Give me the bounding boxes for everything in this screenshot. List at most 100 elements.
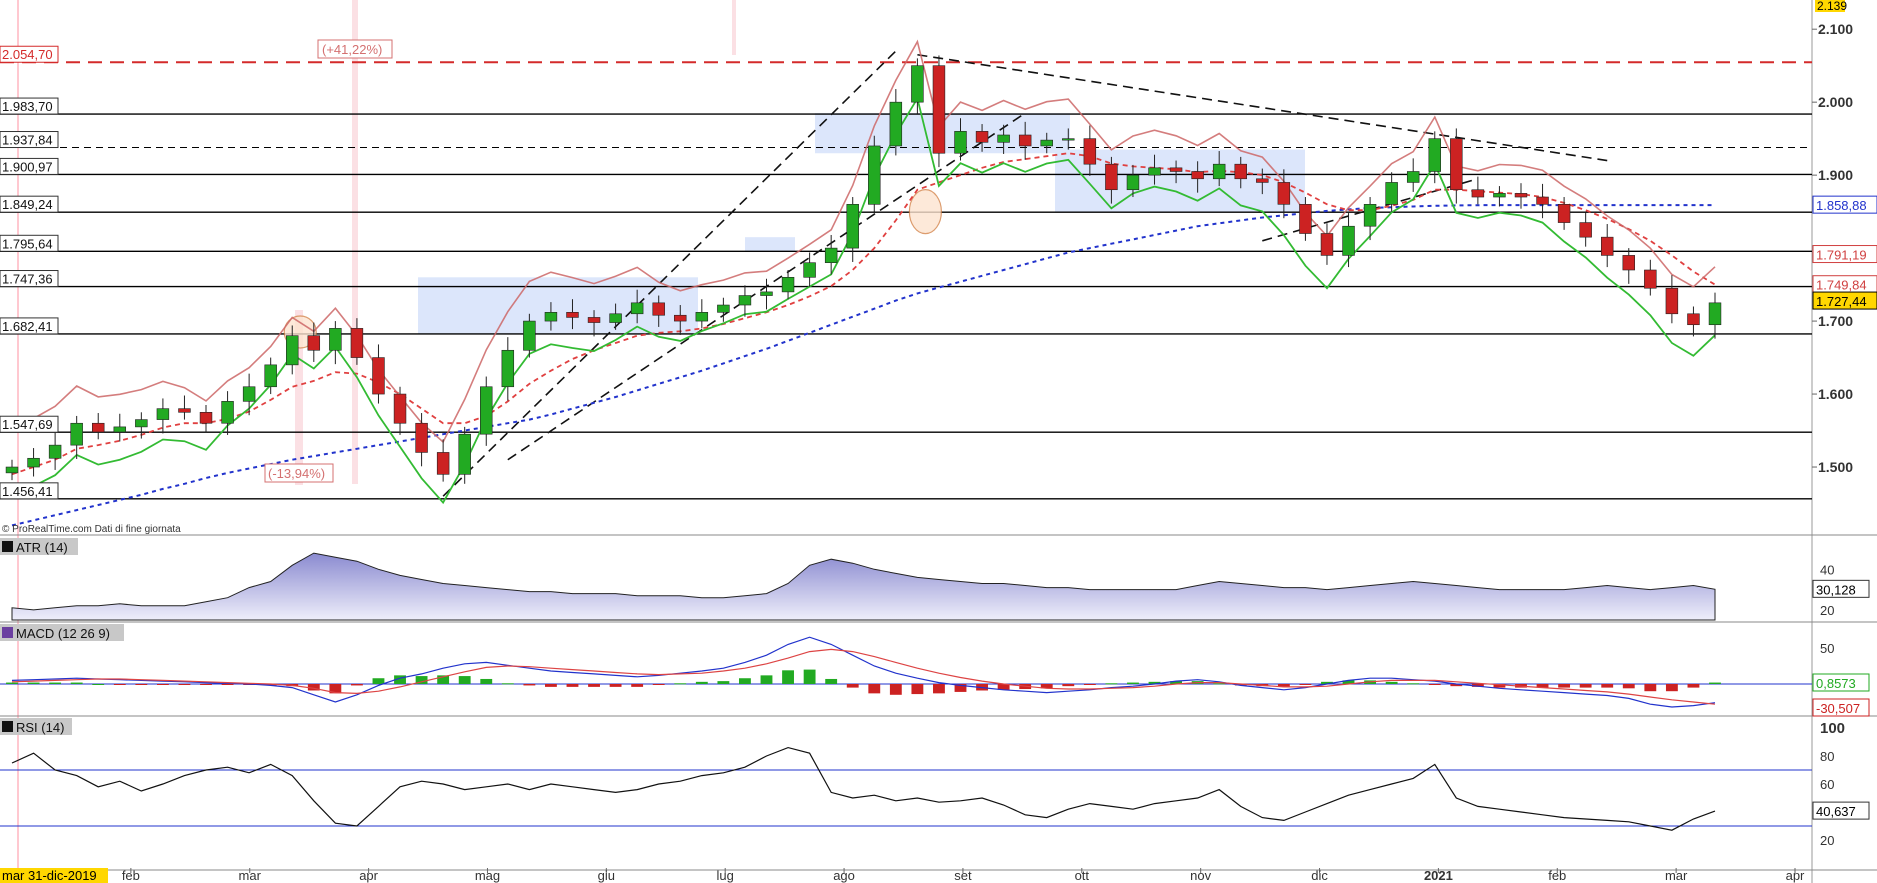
- candle-body: [372, 357, 385, 395]
- macd-bar: [200, 684, 212, 685]
- time-label: 2021: [1424, 868, 1453, 883]
- consolidation-band: [745, 237, 795, 252]
- macd-bar: [1407, 683, 1420, 685]
- rsi-value-label: 40,637: [1816, 804, 1856, 819]
- macd-bar: [415, 676, 428, 684]
- highlight-column: [732, 0, 736, 55]
- candle-body: [1083, 138, 1097, 165]
- time-label: set: [954, 868, 972, 883]
- candle-body: [1169, 167, 1183, 172]
- candle-body: [1018, 134, 1032, 147]
- level-label: 1.456,41: [2, 484, 53, 499]
- candle-body: [5, 466, 19, 474]
- macd-bar: [1428, 684, 1441, 685]
- candle-body: [1471, 189, 1485, 198]
- level-label: 1.900,97: [2, 159, 53, 174]
- candle-body: [1191, 171, 1204, 180]
- macd-signal-line: [11, 648, 1716, 705]
- time-label: mag: [475, 868, 500, 883]
- candlesticks: [5, 55, 1722, 484]
- candle-body: [458, 433, 471, 475]
- candle-body: [544, 312, 558, 322]
- macd-bar: [178, 684, 191, 685]
- level-label: 1.795,64: [2, 236, 53, 251]
- candle-body: [1557, 204, 1571, 223]
- candle-body: [329, 328, 342, 351]
- candle-body: [1342, 225, 1355, 256]
- candle-body: [1256, 178, 1269, 183]
- macd-bar: [1665, 684, 1678, 692]
- level-label-box: [0, 195, 59, 213]
- rsi-tick-label: 100: [1820, 720, 1845, 737]
- candle-body: [199, 411, 213, 424]
- candle-body: [674, 314, 687, 322]
- macd-bar: [1148, 681, 1161, 684]
- start-date-box: [0, 868, 108, 883]
- price-panel-bg: [0, 0, 1812, 540]
- macd-bar: [1709, 682, 1721, 684]
- macd-bar: [480, 678, 493, 684]
- candle-body: [415, 422, 428, 453]
- candle-body: [803, 262, 816, 278]
- level-label: 2.054,70: [2, 47, 53, 62]
- macd-bar: [1277, 684, 1290, 687]
- rsi-swatch: [2, 721, 13, 732]
- price-tick-label: 1.500: [1818, 459, 1853, 475]
- macd-signal-label: -30,507: [1816, 701, 1860, 716]
- level-label-box: [0, 234, 59, 252]
- level-label-box: [0, 131, 59, 149]
- right-price-box: [1812, 195, 1877, 214]
- time-label: nov: [1190, 868, 1211, 883]
- macd-bar: [1385, 681, 1398, 684]
- macd-bar: [652, 684, 665, 685]
- candle-body: [1708, 302, 1722, 326]
- candle-body: [393, 393, 407, 424]
- level-label-box: [0, 482, 59, 500]
- macd-bar: [544, 684, 557, 687]
- sma200-line: [11, 204, 1715, 527]
- macd-bar: [27, 682, 40, 684]
- candle-body: [156, 408, 170, 420]
- candle-body: [27, 457, 40, 468]
- candle-body: [1320, 233, 1334, 256]
- downtrend-line: [917, 53, 1608, 162]
- macd-bar: [846, 684, 859, 688]
- candle-body: [113, 426, 127, 433]
- right-price-box: [1812, 291, 1877, 310]
- atr-area: [11, 552, 1716, 621]
- macd-bar: [1601, 684, 1614, 688]
- time-label: giu: [598, 868, 615, 883]
- macd-bar: [1213, 683, 1226, 685]
- macd-bar: [1083, 684, 1096, 685]
- time-label: apr: [359, 868, 378, 883]
- level-label-box: [0, 157, 59, 175]
- macd-bar: [135, 684, 148, 685]
- time-label: mar: [1665, 868, 1688, 883]
- time-label: feb: [122, 868, 140, 883]
- macd-bar: [1450, 684, 1463, 687]
- level-label: 1.682,41: [2, 319, 53, 334]
- level-label-box: [0, 415, 59, 433]
- rsi-line: [11, 746, 1716, 831]
- macd-bar: [49, 682, 62, 684]
- time-label: ago: [833, 868, 855, 883]
- candle-body: [1385, 182, 1398, 205]
- time-label: lug: [717, 868, 734, 883]
- macd-bar: [1062, 684, 1075, 687]
- candle-body: [954, 131, 967, 154]
- macd-bar: [609, 684, 622, 687]
- macd-bar: [156, 684, 169, 685]
- macd-bar: [70, 682, 83, 684]
- macd-bar: [760, 675, 773, 684]
- time-label: ott: [1075, 868, 1090, 883]
- macd-histogram: [6, 669, 1721, 695]
- candle-body: [889, 101, 903, 147]
- candle-body: [1126, 174, 1140, 191]
- macd-bar: [1342, 680, 1355, 684]
- candle-body: [1062, 138, 1075, 141]
- right-price-label: 1.791,19: [1816, 248, 1867, 263]
- candle-body: [975, 131, 989, 143]
- macd-bar: [1299, 684, 1312, 685]
- candle-body: [609, 313, 622, 323]
